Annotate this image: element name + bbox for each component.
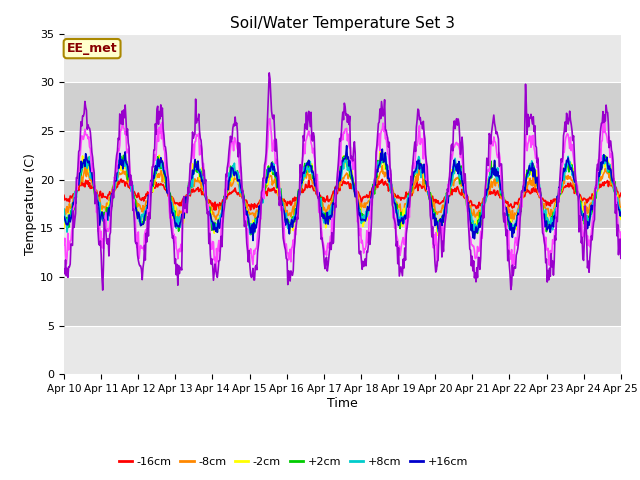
- Text: EE_met: EE_met: [67, 42, 117, 55]
- Bar: [64, 277, 621, 326]
- Bar: [64, 131, 621, 180]
- Y-axis label: Temperature (C): Temperature (C): [24, 153, 37, 255]
- Bar: [64, 228, 621, 277]
- Bar: [64, 82, 621, 131]
- X-axis label: Time: Time: [327, 397, 358, 410]
- Bar: [64, 326, 621, 374]
- Title: Soil/Water Temperature Set 3: Soil/Water Temperature Set 3: [230, 16, 455, 31]
- Bar: [64, 34, 621, 82]
- Bar: [64, 180, 621, 228]
